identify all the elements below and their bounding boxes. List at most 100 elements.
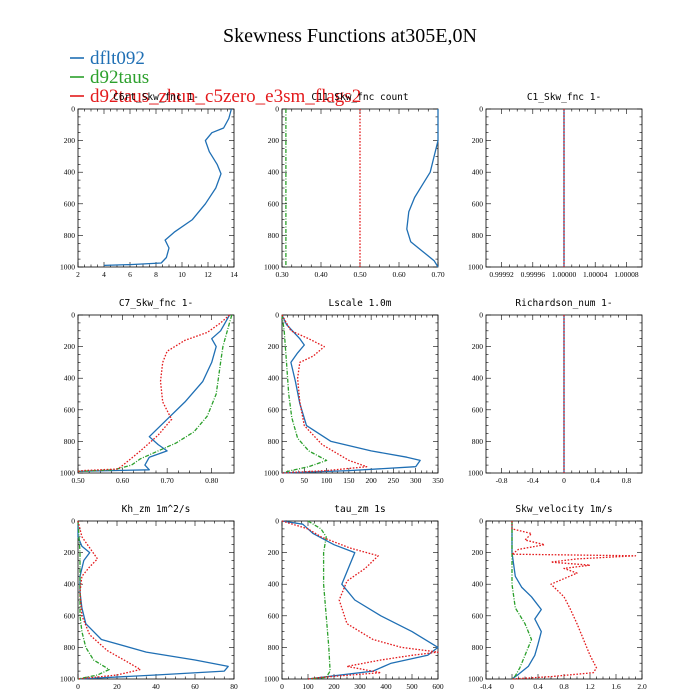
- panel-c6rt-skw-fnc-title: C6rt_Skw_fnc 1-: [113, 92, 199, 103]
- panel-tau-zm-series-d92taus-zhun-c5zero-e3sm-flags2: [281, 520, 439, 680]
- panel-c6rt-skw-fnc-ytick-label: 800: [64, 231, 76, 240]
- panel-richardson-num-xtick-label: 0: [562, 476, 566, 485]
- panel-c6rt-skw-fnc-xtick-label: 8: [154, 270, 158, 279]
- panel-skw-velocity: Skw_velocity 1m/s 0 200 400 600 800 1000-0.4 0 0…: [468, 504, 647, 691]
- panel-tau-zm-ytick-label: 400: [268, 580, 280, 589]
- panel-kh-zm-ytick-label: 0: [71, 517, 75, 526]
- panel-lscale-xtick-label: 150: [343, 476, 355, 485]
- panel-richardson-num-ytick-label: 1000: [468, 469, 483, 478]
- panel-richardson-num-xtick-label: 0.4: [591, 476, 601, 485]
- panel-lscale-xtick-label: 100: [321, 476, 333, 485]
- panel-c7-skw-fnc-ytick-label: 400: [64, 374, 76, 383]
- panel-c1-skw-fnc-title: C1_Skw_fnc 1-: [527, 92, 601, 103]
- panel-lscale-xtick-label: 250: [388, 476, 400, 485]
- legend-label-dflt092: dflt092: [90, 48, 145, 69]
- panel-c6rt-skw-fnc-ytick-label: 200: [64, 136, 76, 145]
- panel-tau-zm-ytick-label: 1000: [264, 675, 279, 684]
- panel-tau-zm-xtick-label: 300: [354, 682, 366, 691]
- panel-skw-velocity-xtick-label: 0.4: [533, 682, 543, 691]
- panel-tau-zm-xtick-label: 500: [406, 682, 418, 691]
- panel-skw-velocity-series-dflt092: [511, 521, 542, 680]
- panel-c7-skw-fnc-series-d92taus-zhun-c5zero-e3sm-flags2: [77, 314, 230, 473]
- panel-kh-zm-series-dflt092: [77, 521, 229, 680]
- panel-c1-skw-fnc-xtick-label: 1.00000: [552, 270, 577, 279]
- panel-skw-velocity-ytick-label: 800: [472, 643, 484, 652]
- panel-lscale-ytick-label: 800: [268, 437, 280, 446]
- panel-lscale-series-d92taus-zhun-c5zero-e3sm-flags2: [281, 314, 368, 474]
- panel-kh-zm-frame: [77, 520, 235, 680]
- panel-c11-skw-fnc-ytick-label: 0: [275, 105, 279, 114]
- panel-c1-skw-fnc-xtick-label: 1.00008: [614, 270, 639, 279]
- panel-skw-velocity-xtick-label: -0.4: [480, 682, 492, 691]
- panel-c1-skw-fnc-xtick-label: 1.00004: [583, 270, 608, 279]
- panel-lscale-ytick-label: 0: [275, 311, 279, 320]
- panel-kh-zm-ytick-label: 1000: [60, 675, 75, 684]
- panel-c6rt-skw-fnc-xtick-label: 14: [230, 270, 238, 279]
- panel-kh-zm-xtick-label: 60: [191, 682, 199, 691]
- figure-title: Skewness Functions at305E,0N: [223, 25, 477, 47]
- panel-c6rt-skw-fnc-xtick-label: 4: [102, 270, 106, 279]
- panel-kh-zm-ytick-label: 800: [64, 643, 76, 652]
- panel-c7-skw-fnc-xtick-label: 0.70: [161, 476, 174, 485]
- panel-lscale-xtick-label: 300: [410, 476, 422, 485]
- panel-c7-skw-fnc-series-d92taus: [77, 314, 233, 473]
- panel-lscale-ytick-label: 600: [268, 405, 280, 414]
- panel-lscale-series-d92taus: [281, 314, 328, 474]
- panel-lscale-xtick-label: 50: [301, 476, 309, 485]
- panel-c7-skw-fnc-title: C7_Skw_fnc 1-: [119, 298, 193, 309]
- panel-c6rt-skw-fnc-xtick-label: 12: [204, 270, 212, 279]
- panel-skw-velocity-ytick-label: 400: [472, 580, 484, 589]
- panel-c11-skw-fnc-ytick-label: 200: [268, 136, 280, 145]
- panel-tau-zm-xtick-label: 0: [280, 682, 284, 691]
- panel-c1-skw-fnc-ytick-label: 1000: [468, 263, 483, 272]
- panel-c11-skw-fnc-ytick-label: 800: [268, 231, 280, 240]
- panel-richardson-num-ytick-label: 200: [472, 342, 484, 351]
- panel-lscale-ytick-label: 1000: [264, 469, 279, 478]
- panel-kh-zm-series-d92taus: [77, 520, 110, 680]
- panel-c7-skw-fnc-ytick-label: 200: [64, 342, 76, 351]
- panel-c6rt-skw-fnc-series-dflt092: [103, 108, 233, 267]
- panel-c11-skw-fnc-ytick-label: 600: [268, 199, 280, 208]
- panel-c7-skw-fnc-ytick-label: 1000: [60, 469, 75, 478]
- panel-kh-zm-series-d92taus-zhun-c5zero-e3sm-flags2: [77, 520, 142, 680]
- panel-c1-skw-fnc-ytick-label: 200: [472, 136, 484, 145]
- panel-kh-zm-ytick-label: 200: [64, 548, 76, 557]
- panel-richardson-num-ytick-label: 800: [472, 437, 484, 446]
- panel-c7-skw-fnc-ytick-label: 0: [71, 311, 75, 320]
- panel-tau-zm-title: tau_zm 1s: [334, 504, 385, 515]
- panel-c11-skw-fnc-xtick-label: 0.70: [431, 270, 444, 279]
- panel-c6rt-skw-fnc-ytick-label: 1000: [60, 263, 75, 272]
- panel-tau-zm-xtick-label: 400: [380, 682, 392, 691]
- panel-kh-zm-xtick-label: 80: [230, 682, 238, 691]
- legend-entry-d92taus: d92taus: [70, 67, 149, 88]
- panel-skw-velocity-frame: [485, 520, 643, 680]
- panel-skw-velocity-title: Skw_velocity 1m/s: [515, 504, 612, 515]
- panel-skw-velocity-ytick-label: 0: [479, 517, 483, 526]
- panel-c6rt-skw-fnc-ytick-label: 400: [64, 168, 76, 177]
- panel-c1-skw-fnc-xtick-label: 0.99996: [521, 270, 546, 279]
- panel-richardson-num-ytick-label: 0: [479, 311, 483, 320]
- legend: dflt092 d92taus d92taus_zhun_c5zero_e3sm…: [70, 48, 361, 107]
- panel-c7-skw-fnc-ytick-label: 800: [64, 437, 76, 446]
- panel-c11-skw-fnc-xtick-label: 0.60: [392, 270, 405, 279]
- panel-tau-zm-frame: [281, 520, 439, 680]
- panel-richardson-num-xtick-label: 0.8: [622, 476, 632, 485]
- panel-c11-skw-fnc-ytick-label: 1000: [264, 263, 279, 272]
- panel-skw-velocity-ytick-label: 600: [472, 611, 484, 620]
- panel-richardson-num-xtick-label: -0.4: [527, 476, 539, 485]
- panel-lscale-xtick-label: 0: [280, 476, 284, 485]
- panel-c6rt-skw-fnc-frame: [77, 108, 235, 268]
- panel-kh-zm-ytick-label: 400: [64, 580, 76, 589]
- panel-c11-skw-fnc-title: C11_Skw_fnc count: [311, 92, 408, 103]
- panel-kh-zm-ytick-label: 600: [64, 611, 76, 620]
- panel-richardson-num: Richardson_num 1- 0 200 400 600 800 1000 -0.8 -0…: [468, 298, 643, 485]
- panel-lscale-frame: [281, 314, 439, 474]
- panel-lscale-xtick-label: 200: [366, 476, 378, 485]
- panel-richardson-num-ytick-label: 400: [472, 374, 484, 383]
